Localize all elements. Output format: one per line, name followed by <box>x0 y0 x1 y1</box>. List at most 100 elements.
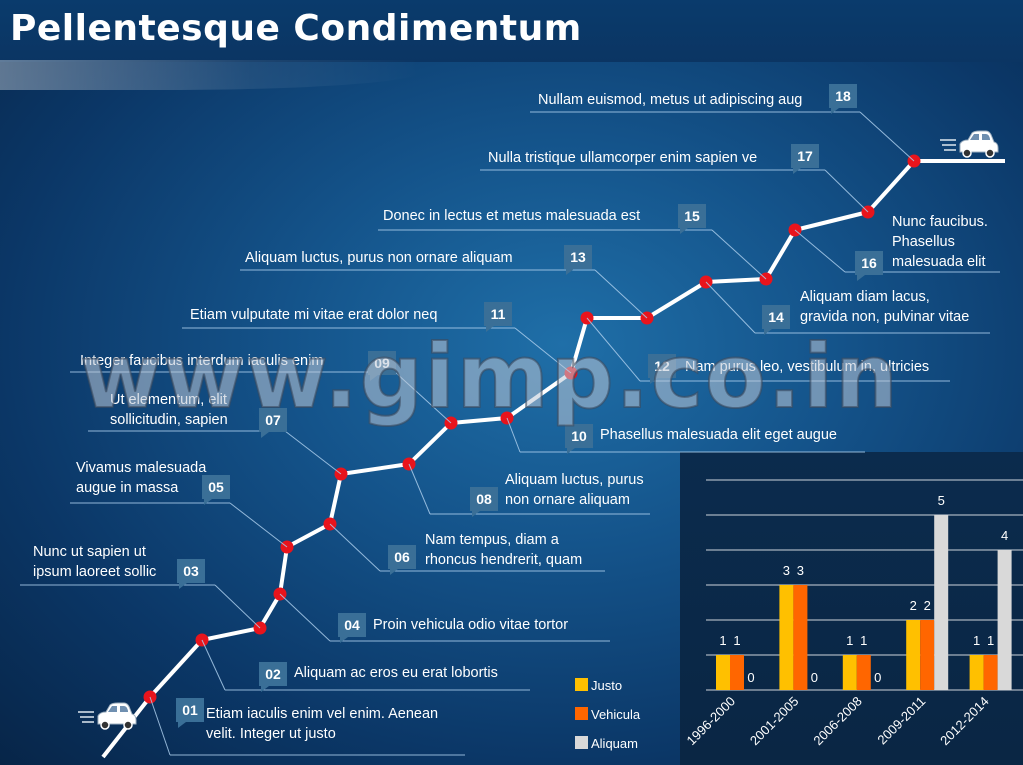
milestone-06: 06 Nam tempus, diam a rhoncus hendrerit, q… <box>388 532 582 575</box>
milestone-15: 15 Donec in lectus et metus malesuada est <box>383 204 706 234</box>
badge-tail-10 <box>567 448 575 454</box>
badge-tail-09 <box>370 375 378 381</box>
milestone-text-12-1: Nam purus leo, vestibulum in, ultricies <box>685 359 929 375</box>
badge-number-03: 03 <box>183 563 199 579</box>
milestone-01: 01 Etiam iaculis enim vel enim. Aenean vel… <box>176 698 438 742</box>
milestone-text-08-1: Aliquam luctus, purus <box>505 472 644 488</box>
badge-box-07 <box>259 408 287 432</box>
milestone-text-13-1: Aliquam luctus, purus non ornare aliquam <box>245 250 513 266</box>
badge-tail-17 <box>793 168 801 174</box>
milestone-17: 17 Nulla tristique ullamcorper enim sapie… <box>488 144 819 174</box>
bar-vehicula-2006-2008 <box>856 655 871 690</box>
tick-label-1996-2000: 1996-2000 <box>684 694 739 749</box>
tick-label-2012-2014: 2012-2014 <box>937 694 992 749</box>
connector-line-09 <box>394 371 452 424</box>
badge-box-11 <box>484 302 512 326</box>
badge-box-16 <box>855 251 883 275</box>
car-window <box>120 706 128 712</box>
badge-number-17: 17 <box>797 148 813 164</box>
milestone-text-02-1: Aliquam ac eros eu erat lobortis <box>294 665 498 681</box>
legend-swatch-aliquam <box>575 736 588 749</box>
milestone-12: 12 Nam purus leo, vestibulum in, ultricie… <box>648 354 929 384</box>
car-icon-end <box>940 130 999 158</box>
milestone-text-10-1: Phasellus malesuada elit eget augue <box>600 427 837 443</box>
bar-justo-2009-2011 <box>906 620 921 690</box>
badge-box-13 <box>564 245 592 269</box>
badge-tail-03 <box>179 583 187 589</box>
data-label-aliquam-2012-2014: 4 <box>1001 528 1008 543</box>
milestone-02: 02 Aliquam ac eros eu erat lobortis <box>259 662 498 692</box>
badge-box-17 <box>791 144 819 168</box>
legend-label-aliquam: Aliquam <box>591 736 638 751</box>
milestone-11: 11 Etiam vulputate mi vitae erat dolor ne… <box>190 302 512 332</box>
connector-line-05 <box>229 502 288 548</box>
badge-number-05: 05 <box>208 479 224 495</box>
milestone-08: 08 Aliquam luctus, purus non ornare aliqua… <box>470 472 644 517</box>
badge-number-13: 13 <box>570 249 586 265</box>
milestone-16: 16 Nunc faucibus. Phasellus malesuada elit <box>855 214 988 281</box>
milestone-text-15-1: Donec in lectus et metus malesuada est <box>383 208 640 224</box>
connector-line-06 <box>329 523 381 572</box>
milestone-text-05-1: Vivamus malesuada <box>76 460 207 476</box>
badge-tail-07 <box>261 432 269 438</box>
connector-line-07 <box>284 430 342 475</box>
milestone-text-03-1: Nunc ut sapien ut <box>33 544 146 560</box>
connector-line-01 <box>149 696 171 756</box>
car-icons <box>78 130 999 730</box>
badge-number-15: 15 <box>684 208 700 224</box>
badge-box-01 <box>176 698 204 722</box>
car-window <box>108 706 117 712</box>
badge-tail-04 <box>340 637 348 643</box>
page-title: Pellentesque Condimentum <box>10 8 582 49</box>
legend-label-vehicula: Vehicula <box>591 707 641 722</box>
connector-line-11 <box>514 327 572 374</box>
badge-number-16: 16 <box>861 255 877 271</box>
connector-line-10 <box>506 417 521 453</box>
data-label-vehicula-2006-2008: 1 <box>860 633 867 648</box>
badge-tail-18 <box>831 108 839 114</box>
badge-tail-02 <box>261 686 269 692</box>
bar-justo-2001-2005 <box>779 585 794 690</box>
badge-tail-06 <box>390 569 398 575</box>
legend-swatch-vehicula <box>575 707 588 720</box>
milestone-text-07-2: sollicitudin, sapien <box>110 412 228 428</box>
badge-box-02 <box>259 662 287 686</box>
car-wheel <box>123 720 133 730</box>
milestone-text-16-3: malesuada elit <box>892 254 986 270</box>
badge-box-05 <box>202 475 230 499</box>
badge-number-06: 06 <box>394 549 410 565</box>
data-label-justo-2012-2014: 1 <box>973 633 980 648</box>
connector-line-13 <box>594 269 648 319</box>
badge-box-14 <box>762 305 790 329</box>
bar-vehicula-1996-2000 <box>730 655 744 690</box>
data-label-aliquam-2009-2011: 5 <box>938 493 945 508</box>
car-window <box>970 134 979 140</box>
connector-line-03 <box>214 584 261 629</box>
bar-vehicula-2001-2005 <box>793 585 808 690</box>
badge-box-06 <box>388 545 416 569</box>
badge-tail-11 <box>486 326 494 332</box>
connector-line-15 <box>711 229 767 280</box>
connector-line-12 <box>586 317 641 382</box>
milestone-text-11-1: Etiam vulputate mi vitae erat dolor neq <box>190 307 437 323</box>
badge-box-10 <box>565 424 593 448</box>
data-label-vehicula-2012-2014: 1 <box>987 633 994 648</box>
milestone-09: 09 Integer faucibus interdum iaculis enim <box>80 351 396 381</box>
badge-number-07: 07 <box>265 412 281 428</box>
badge-number-10: 10 <box>571 428 587 444</box>
badge-tail-12 <box>650 378 658 384</box>
milestone-18: 18 Nullam euismod, metus ut adipiscing au… <box>538 84 857 114</box>
badge-box-03 <box>177 559 205 583</box>
data-label-vehicula-2001-2005: 3 <box>797 563 804 578</box>
badge-box-18 <box>829 84 857 108</box>
milestone-text-16-2: Phasellus <box>892 234 955 250</box>
legend-swatch-justo <box>575 678 588 691</box>
milestone-text-17-1: Nulla tristique ullamcorper enim sapien … <box>488 150 757 166</box>
bar-aliquam-2012-2014 <box>997 550 1012 690</box>
badge-number-02: 02 <box>265 666 281 682</box>
badge-number-04: 04 <box>344 617 360 633</box>
car-wheel <box>962 148 972 158</box>
badge-number-01: 01 <box>182 702 198 718</box>
